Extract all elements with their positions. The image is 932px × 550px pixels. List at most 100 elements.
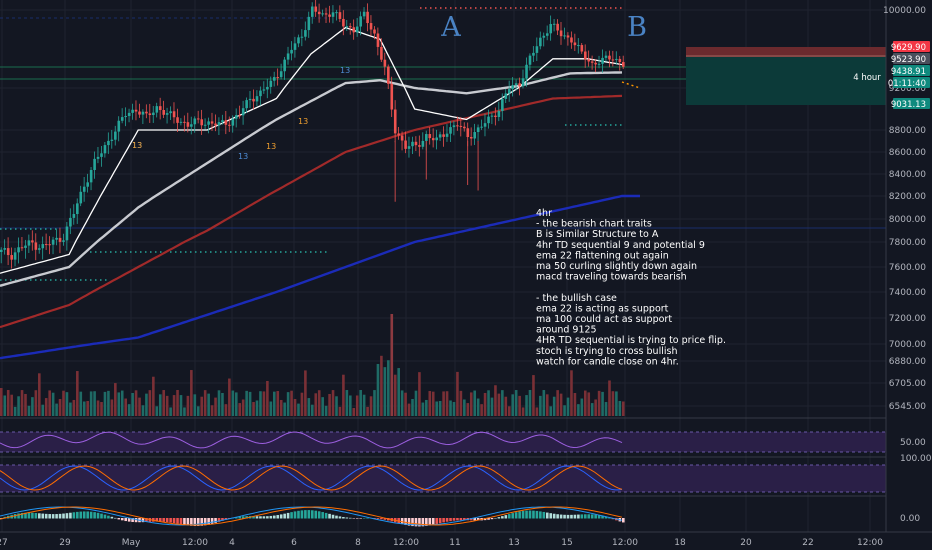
candle-body[interactable]	[418, 145, 421, 147]
candle-body[interactable]	[169, 111, 172, 114]
candle-body[interactable]	[480, 126, 483, 128]
candle-body[interactable]	[266, 86, 269, 90]
candle-body[interactable]	[469, 137, 473, 139]
candle-body[interactable]	[231, 118, 235, 126]
candle-body[interactable]	[487, 116, 490, 124]
candle-body[interactable]	[456, 125, 459, 127]
candle-body[interactable]	[17, 247, 20, 253]
candle-body[interactable]	[217, 122, 221, 126]
candle-body[interactable]	[290, 49, 293, 54]
candle-body[interactable]	[110, 139, 114, 141]
candle-body[interactable]	[3, 248, 7, 250]
candle-body[interactable]	[314, 6, 318, 12]
candle-body[interactable]	[435, 137, 438, 141]
candle-body[interactable]	[317, 11, 321, 15]
candle-body[interactable]	[445, 133, 449, 137]
candle-body[interactable]	[51, 239, 55, 245]
candle-body[interactable]	[352, 27, 356, 33]
candle-body[interactable]	[86, 182, 89, 187]
candle-body[interactable]	[622, 62, 625, 67]
candle-body[interactable]	[103, 145, 107, 154]
candle-body[interactable]	[518, 83, 521, 87]
candle-body[interactable]	[321, 13, 324, 15]
candle-body[interactable]	[107, 140, 110, 146]
candle-body[interactable]	[138, 111, 141, 115]
candle-body[interactable]	[89, 170, 93, 183]
candle-body[interactable]	[214, 123, 217, 126]
candle-body[interactable]	[234, 115, 238, 119]
candle-body[interactable]	[224, 120, 228, 125]
candle-body[interactable]	[24, 245, 27, 248]
candle-body[interactable]	[93, 158, 96, 171]
candle-body[interactable]	[504, 93, 508, 99]
candle-body[interactable]	[597, 63, 601, 65]
candle-body[interactable]	[200, 119, 204, 126]
candle-body[interactable]	[311, 6, 314, 17]
candle-body[interactable]	[414, 141, 418, 146]
candle-body[interactable]	[13, 252, 17, 260]
candle-body[interactable]	[124, 116, 127, 118]
candle-body[interactable]	[490, 115, 494, 117]
candle-body[interactable]	[583, 51, 587, 60]
candle-body[interactable]	[100, 153, 103, 157]
candle-body[interactable]	[141, 111, 145, 115]
candle-body[interactable]	[573, 42, 577, 46]
candle-body[interactable]	[272, 77, 276, 81]
candle-body[interactable]	[514, 83, 518, 86]
candle-body[interactable]	[179, 121, 183, 123]
candle-body[interactable]	[76, 203, 79, 215]
candle-body[interactable]	[69, 217, 72, 227]
candle-body[interactable]	[196, 118, 200, 120]
candle-body[interactable]	[238, 115, 242, 117]
candle-body[interactable]	[20, 247, 24, 249]
candle-body[interactable]	[96, 156, 100, 159]
candle-body[interactable]	[442, 134, 445, 137]
candle-body[interactable]	[331, 12, 335, 17]
candle-body[interactable]	[255, 96, 259, 102]
candle-body[interactable]	[400, 135, 404, 141]
candle-body[interactable]	[203, 124, 207, 126]
candle-body[interactable]	[0, 249, 3, 252]
candle-body[interactable]	[165, 113, 169, 115]
candle-body[interactable]	[176, 117, 179, 123]
candle-body[interactable]	[618, 58, 622, 63]
candle-body[interactable]	[328, 14, 331, 17]
candle-body[interactable]	[79, 191, 83, 204]
candle-body[interactable]	[476, 127, 480, 133]
candle-body[interactable]	[127, 112, 131, 117]
candle-body[interactable]	[376, 33, 380, 47]
candle-body[interactable]	[345, 26, 349, 28]
candle-body[interactable]	[590, 61, 594, 63]
candle-body[interactable]	[507, 89, 511, 94]
candle-body[interactable]	[355, 26, 359, 33]
candle-body[interactable]	[72, 214, 76, 218]
candle-body[interactable]	[307, 16, 311, 31]
candle-body[interactable]	[82, 186, 86, 192]
candle-body[interactable]	[601, 57, 604, 64]
candle-body[interactable]	[393, 109, 397, 134]
candle-body[interactable]	[228, 124, 231, 126]
candle-body[interactable]	[532, 52, 535, 56]
candle-body[interactable]	[387, 66, 390, 84]
candle-body[interactable]	[300, 36, 304, 38]
candle-body[interactable]	[380, 46, 383, 60]
candle-body[interactable]	[438, 134, 442, 138]
candle-body[interactable]	[559, 30, 563, 37]
candle-body[interactable]	[604, 55, 608, 58]
candle-body[interactable]	[31, 240, 34, 243]
candle-body[interactable]	[556, 23, 559, 31]
candle-body[interactable]	[349, 26, 352, 28]
candle-body[interactable]	[452, 125, 456, 128]
candle-body[interactable]	[190, 124, 193, 127]
candle-body[interactable]	[494, 115, 497, 118]
candle-body[interactable]	[44, 244, 48, 246]
candle-body[interactable]	[421, 140, 425, 147]
candle-body[interactable]	[549, 24, 553, 34]
candle-body[interactable]	[259, 90, 262, 97]
candle-body[interactable]	[55, 237, 58, 240]
candle-body[interactable]	[38, 248, 41, 250]
candle-body[interactable]	[511, 85, 515, 90]
candle-body[interactable]	[283, 59, 286, 72]
candle-body[interactable]	[552, 23, 556, 25]
